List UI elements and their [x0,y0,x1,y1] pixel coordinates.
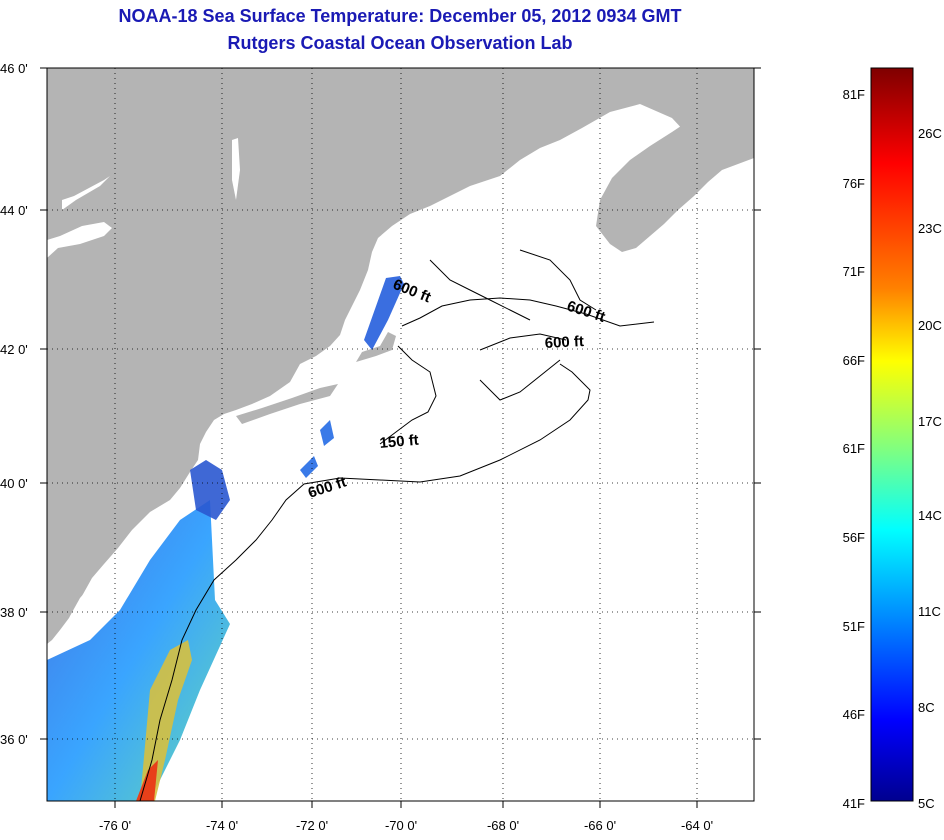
sst-hot-core [136,760,158,801]
graticule [47,68,754,801]
colorbar-f-46: 46F [843,707,865,722]
colorbar [870,67,914,802]
lat-label-36: 36 0' [0,732,28,747]
lake-ontario [47,222,112,258]
lon-label-66: -66 0' [584,818,616,833]
lon-label-64: -64 0' [681,818,713,833]
lat-label-44: 44 0' [0,203,28,218]
nova-scotia-landmass [596,108,754,252]
colorbar-c-23: 23C [918,221,942,236]
tick-marks [40,67,761,808]
colorbar-c-17: 17C [918,414,942,429]
bathymetry-contours [139,249,655,801]
colorbar-c-5: 5C [918,796,935,811]
sst-ny-bight [190,460,230,520]
colorbar-f-71: 71F [843,264,865,279]
sst-small-patch-2 [300,456,318,478]
colorbar-f-81: 81F [843,87,865,102]
lake-champlain [232,138,240,200]
lat-label-46: 46 0' [0,61,28,76]
lon-label-70: -70 0' [385,818,417,833]
sst-small-patch [320,420,334,446]
colorbar-f-66: 66F [843,353,865,368]
colorbar-c-11: 11C [918,604,941,619]
colorbar-c-20: 20C [918,318,942,333]
lat-label-38: 38 0' [0,605,28,620]
colorbar-c-8: 8C [918,700,935,715]
colorbar-f-56: 56F [843,530,865,545]
lon-label-68: -68 0' [487,818,519,833]
contour-label-600ft-georges-s: 600 ft [544,333,584,352]
lake-small [62,176,110,210]
lon-label-74: -74 0' [206,818,238,833]
sst-swath-gom [364,276,404,350]
sst-warm-core [140,640,192,801]
colorbar-f-61: 61F [843,441,865,456]
colorbar-c-14: 14C [918,508,942,523]
colorbar-f-41: 41F [843,796,865,811]
long-island [236,384,338,424]
contour-label-150ft: 150 ft [379,432,420,452]
cape-cod [356,332,396,362]
lat-label-40: 40 0' [0,476,28,491]
colorbar-f-51: 51F [843,619,865,634]
chesapeake-bay [60,584,98,660]
colorbar-f-76: 76F [843,176,865,191]
lon-label-76: -76 0' [99,818,131,833]
map-title: NOAA-18 Sea Surface Temperature: Decembe… [118,6,682,26]
sst-swath-south [47,500,230,801]
map-subtitle: Rutgers Coastal Ocean Observation Lab [227,33,573,53]
colorbar-c-26: 26C [918,126,942,141]
us-landmass [47,68,754,644]
lon-label-72: -72 0' [296,818,328,833]
lat-label-42: 42 0' [0,342,28,357]
